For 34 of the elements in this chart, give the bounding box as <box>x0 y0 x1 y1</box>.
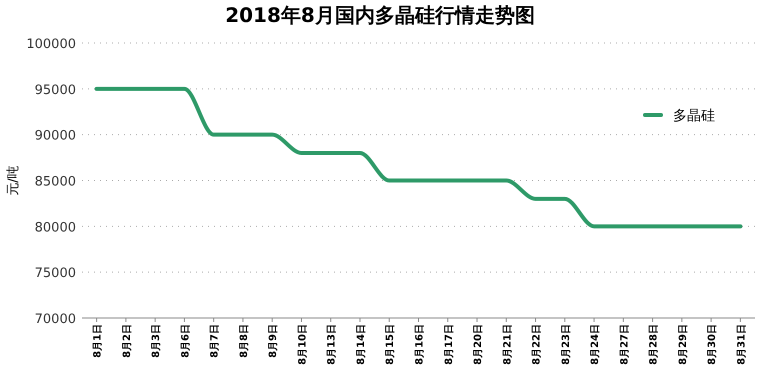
x-tick-label: 8月30日 <box>707 324 718 365</box>
x-tick-label: 8月16日 <box>414 324 426 365</box>
x-tick-label: 8月17日 <box>444 324 455 365</box>
legend-label: 多晶硅 <box>673 108 715 124</box>
y-axis-title: 元/吨 <box>6 165 21 196</box>
y-tick-label: 95000 <box>34 82 76 98</box>
x-tick-label: 8月6日 <box>180 324 192 358</box>
x-tick-label: 8月13日 <box>326 324 338 365</box>
x-tick-label: 8月8日 <box>238 324 250 358</box>
y-tick-label: 90000 <box>34 128 76 144</box>
x-tick-label: 8月10日 <box>297 324 308 365</box>
y-tick-label: 100000 <box>26 37 76 52</box>
x-tick-label: 8月21日 <box>502 324 514 365</box>
y-tick-label: 70000 <box>34 312 76 327</box>
x-tick-label: 8月27日 <box>619 324 630 365</box>
legend: 多晶硅 <box>643 108 715 124</box>
x-tick-label: 8月9日 <box>268 324 280 358</box>
x-tick-label: 8月29日 <box>678 324 689 365</box>
x-tick-label: 8月28日 <box>648 324 660 365</box>
x-tick-label: 8月1日 <box>92 324 104 358</box>
y-tick-label: 75000 <box>34 266 76 282</box>
x-tick-label: 8月24日 <box>590 324 602 365</box>
x-tick-label: 8月3日 <box>151 324 162 358</box>
x-tick-label: 8月23日 <box>560 324 572 365</box>
x-tick-label: 8月14日 <box>356 324 367 365</box>
x-tick-label: 8月20日 <box>473 324 484 365</box>
x-tick-label: 8月2日 <box>122 324 133 358</box>
x-tick-label: 8月7日 <box>210 324 221 358</box>
x-tick-label: 8月31日 <box>736 324 748 365</box>
chart-title: 2018年8月国内多晶硅行情走势图 <box>225 3 535 27</box>
x-tick-label: 8月22日 <box>532 324 543 365</box>
x-tick-label: 8月15日 <box>385 324 396 365</box>
y-tick-label: 85000 <box>34 174 76 190</box>
y-tick-label: 80000 <box>34 220 76 236</box>
